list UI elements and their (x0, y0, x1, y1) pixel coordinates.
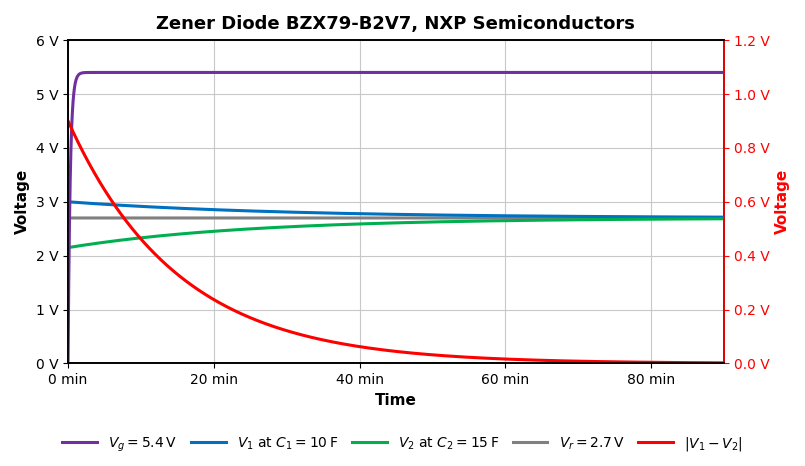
X-axis label: Time: Time (375, 393, 417, 408)
Y-axis label: Voltage: Voltage (15, 169, 30, 234)
Title: Zener Diode BZX79-B2V7, NXP Semiconductors: Zener Diode BZX79-B2V7, NXP Semiconducto… (156, 15, 635, 33)
Y-axis label: Voltage: Voltage (775, 169, 790, 234)
Legend: $V_g = 5.4\,\mathrm{V}$, $V_1$ at $C_1 = 10\,\mathrm{F}$, $V_2$ at $C_2 = 15\,\m: $V_g = 5.4\,\mathrm{V}$, $V_1$ at $C_1 =… (57, 429, 748, 459)
